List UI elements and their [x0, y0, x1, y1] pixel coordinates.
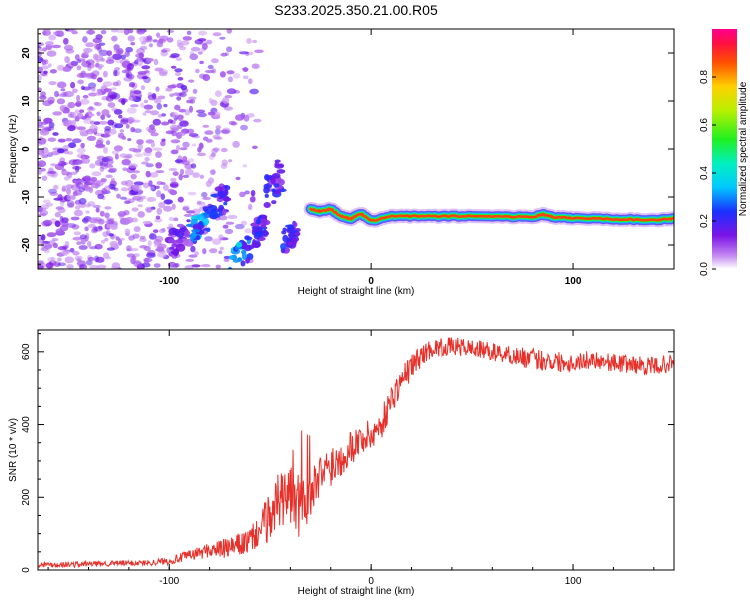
snr-y-axis-label: SNR (10 * v/v) — [8, 418, 19, 482]
spectrogram-x-ticks: -100 0 100 — [159, 29, 582, 287]
colorbar-label: Normalized spectral amplitude — [738, 81, 749, 216]
snr-plot-area — [38, 337, 674, 569]
spectrogram-noise — [38, 29, 264, 269]
colorbar: 0.0 0.2 0.4 0.6 0.8 Normalized spectral ampl… — [699, 29, 749, 276]
spectrogram-x-tick-label: 0 — [368, 276, 374, 287]
snr-frame — [37, 329, 675, 571]
spectrogram-x-axis-label: Height of straight line (km) — [298, 286, 415, 297]
snr-x-ticks: -100 0 100 — [47, 330, 655, 587]
snr-y-tick-label: 0 — [21, 567, 32, 573]
spectrogram-plot-area — [38, 29, 674, 269]
colorbar-tick-label: 0.8 — [699, 70, 710, 84]
spectrogram-y-tick-label: 20 — [21, 47, 32, 59]
spectrogram-blobs — [164, 159, 301, 269]
spectrogram-y-tick-label: 10 — [21, 95, 32, 107]
snr-y-tick-label: 400 — [21, 416, 32, 433]
spectrogram-y-axis-label: Frequency (Hz) — [8, 115, 19, 184]
snr-x-tick-label: 0 — [368, 576, 374, 587]
spectrogram-x-tick-label: -100 — [159, 276, 179, 287]
snr-y-tick-label: 600 — [21, 343, 32, 360]
colorbar-tick-label: 0.2 — [699, 214, 710, 228]
spectrogram-y-ticks: -20 -10 0 10 20 — [21, 33, 674, 265]
colorbar-tick-label: 0.0 — [699, 262, 710, 276]
snr-x-tick-label: -100 — [159, 576, 179, 587]
spectrogram-y-tick-label: -20 — [21, 237, 32, 252]
spectrogram-ridge — [303, 201, 674, 228]
snr-series-line — [38, 337, 674, 569]
colorbar-gradient — [712, 29, 737, 269]
colorbar-tick-label: 0.6 — [699, 118, 710, 132]
spectrogram-x-tick-label: 100 — [565, 276, 582, 287]
chart-title: S233.2025.350.21.00.R05 — [274, 2, 438, 18]
colorbar-ticks: 0.0 0.2 0.4 0.6 0.8 — [699, 70, 716, 276]
snr-x-axis-label: Height of straight line (km) — [298, 586, 415, 597]
spectrogram-y-tick-label: -10 — [21, 189, 32, 204]
colorbar-tick-label: 0.4 — [699, 166, 710, 180]
snr-y-ticks: 0 200 400 600 — [21, 333, 674, 573]
snr-y-tick-label: 200 — [21, 488, 32, 505]
snr-panel: -100 0 100 0 200 400 600 Height of straight l… — [8, 329, 675, 597]
spectrogram-y-tick-label: 0 — [21, 146, 32, 152]
snr-x-tick-label: 100 — [565, 576, 582, 587]
